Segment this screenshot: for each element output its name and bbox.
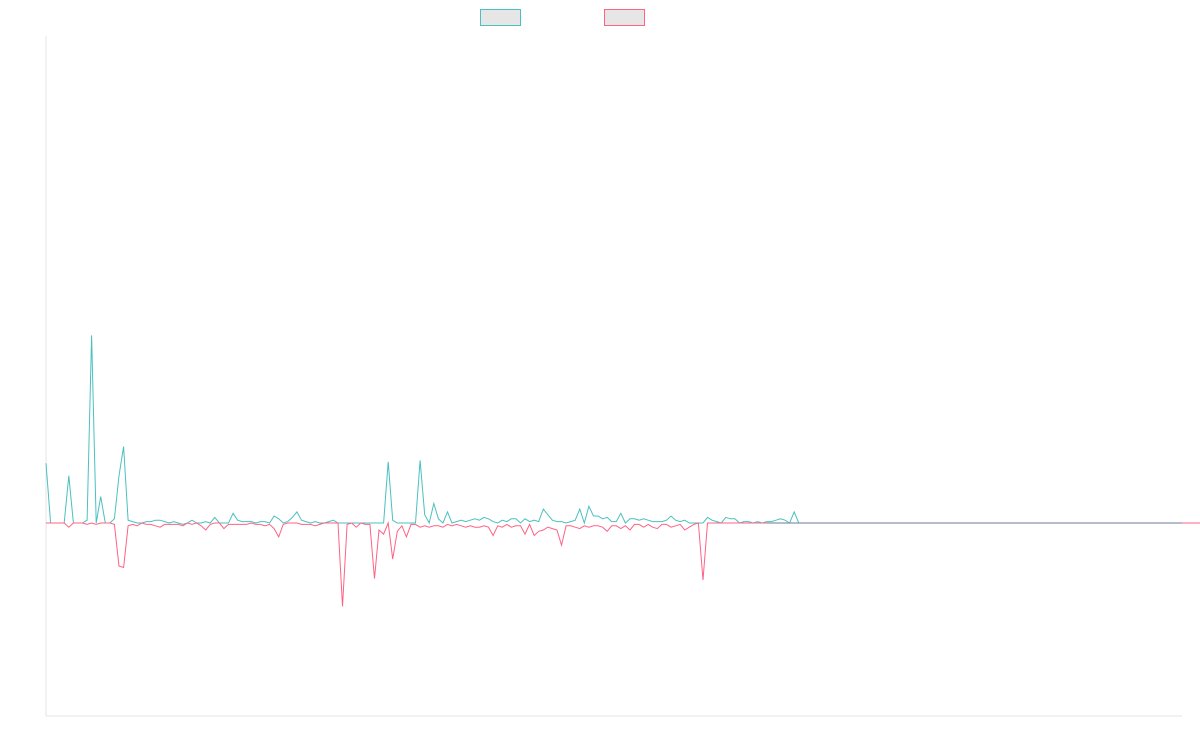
legend-item-series-1[interactable] bbox=[480, 9, 521, 26]
legend-item-series-2[interactable] bbox=[604, 9, 645, 26]
legend-swatch-series-2 bbox=[604, 9, 645, 26]
series-line-1[interactable] bbox=[45, 335, 1200, 525]
chart-legend bbox=[0, 9, 1200, 27]
series-line-2[interactable] bbox=[46, 521, 1200, 607]
legend-swatch-series-1 bbox=[480, 9, 521, 26]
